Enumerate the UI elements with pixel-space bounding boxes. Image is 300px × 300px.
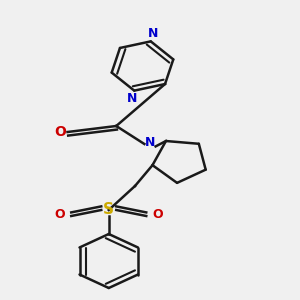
Text: N: N [148, 28, 158, 40]
Text: O: O [55, 208, 65, 221]
Text: N: N [145, 136, 155, 149]
Text: O: O [152, 208, 163, 221]
Text: S: S [103, 202, 114, 217]
Text: O: O [54, 125, 66, 139]
Text: N: N [127, 92, 137, 104]
